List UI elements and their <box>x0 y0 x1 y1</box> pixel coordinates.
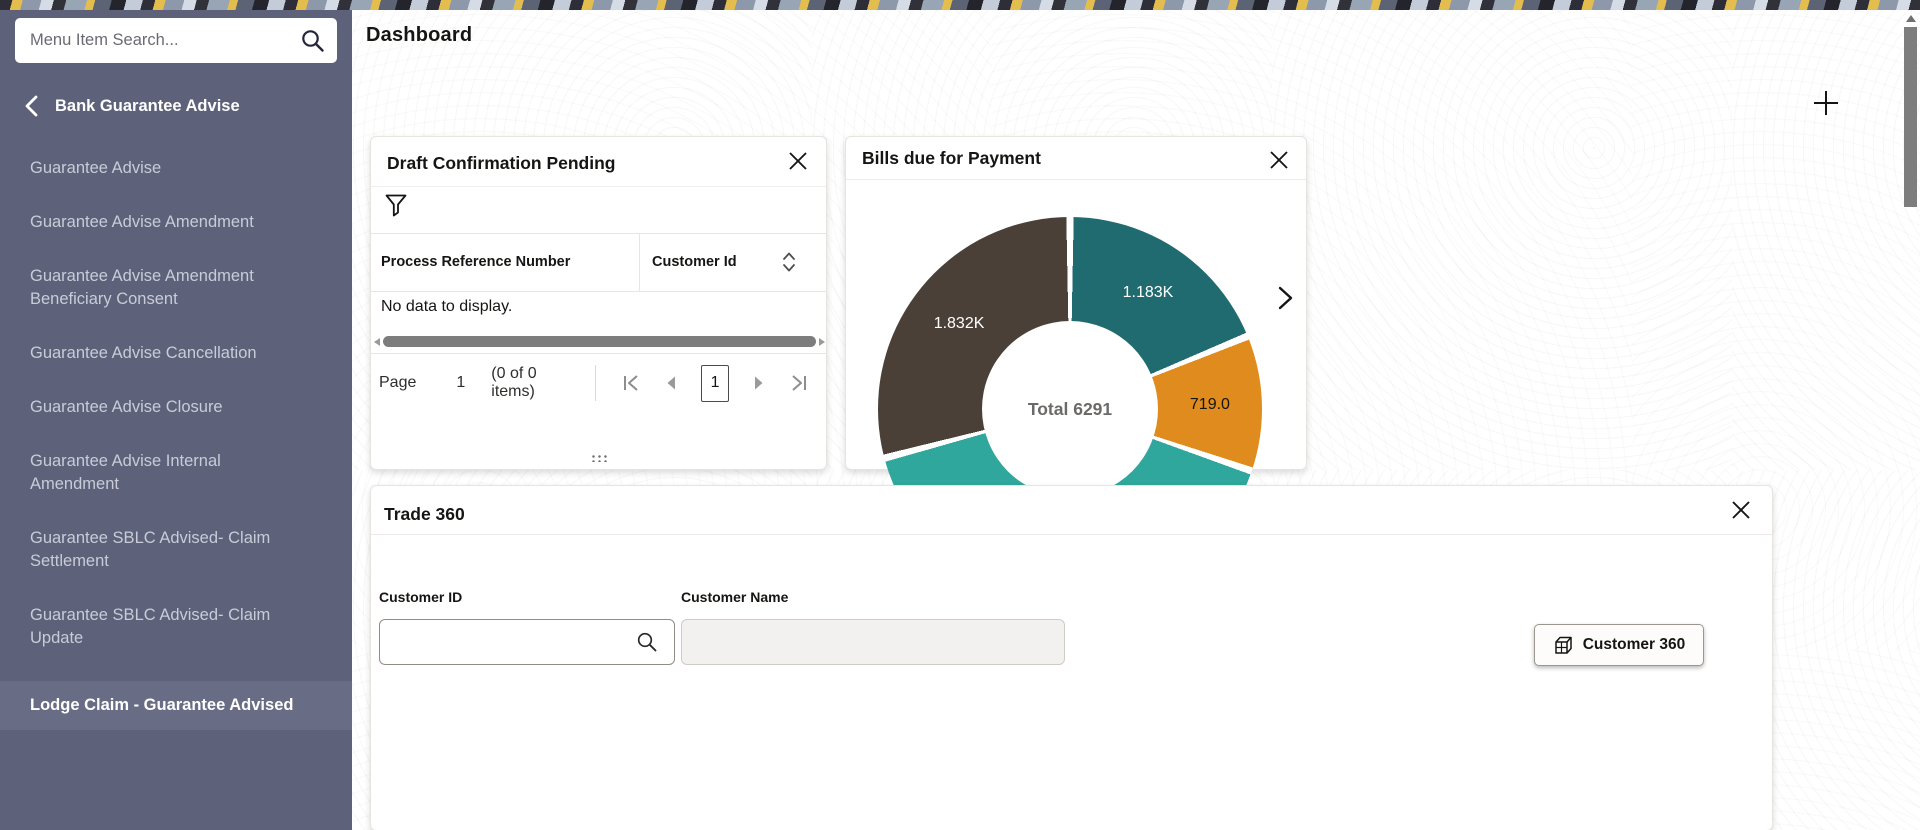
close-icon[interactable] <box>787 150 811 174</box>
first-page-icon[interactable] <box>621 372 643 394</box>
donut-center-label: Total 6291 <box>1027 398 1113 419</box>
sidebar-item-lodge-claim-guarantee-advised[interactable]: Lodge Claim - Guarantee Advised <box>0 681 352 730</box>
search-icon[interactable] <box>635 630 659 654</box>
donut-segment-label: 1.183K <box>1122 283 1174 301</box>
previous-page-icon[interactable] <box>661 372 683 394</box>
page-number: 1 <box>456 374 466 391</box>
menu-search-input[interactable] <box>15 18 337 63</box>
search-icon[interactable] <box>299 27 327 55</box>
widget-title: Draft Confirmation Pending <box>387 153 616 173</box>
divider <box>371 233 826 234</box>
close-icon[interactable] <box>1730 499 1754 523</box>
items-summary: (0 of 0 items) <box>491 365 537 400</box>
page-label: Page <box>379 374 417 391</box>
pagination: Page 1 (0 of 0 items) 1 <box>379 354 818 412</box>
divider <box>371 291 826 292</box>
current-page-box[interactable]: 1 <box>701 364 729 402</box>
divider <box>371 534 1772 535</box>
table-empty-message: No data to display. <box>381 298 513 315</box>
customer-360-button-label: Customer 360 <box>1582 636 1686 653</box>
donut-center: Total 6291 <box>982 321 1158 497</box>
sort-icon[interactable] <box>781 251 797 273</box>
widget-title: Bills due for Payment <box>862 148 1041 168</box>
add-widget-plus-icon[interactable] <box>1812 89 1840 117</box>
column-header-process-reference-number[interactable]: Process Reference Number <box>381 254 571 270</box>
divider <box>846 179 1306 180</box>
donut-segment-label: 719.0 <box>1189 395 1230 413</box>
horizontal-scrollbar-thumb[interactable] <box>383 336 816 347</box>
divider <box>595 365 597 401</box>
chevron-left-icon[interactable] <box>25 95 38 117</box>
scroll-up-icon[interactable] <box>1906 15 1916 22</box>
sidebar-item-guarantee-advise-closure[interactable]: Guarantee Advise Closure <box>30 398 223 416</box>
menu-search <box>15 18 337 63</box>
next-page-icon[interactable] <box>747 372 769 394</box>
theme-banner-image <box>0 0 1920 10</box>
donut-segment-label: 1.832K <box>933 314 985 332</box>
scroll-left-icon[interactable] <box>374 338 380 346</box>
page-title: Dashboard <box>366 24 473 46</box>
chevron-right-icon[interactable] <box>1272 285 1298 311</box>
widget-bills-due-for-payment: Bills due for Payment Total 6291 1.183K 7… <box>845 136 1307 601</box>
customer-360-button[interactable]: Customer 360 <box>1534 624 1704 666</box>
divider <box>371 186 826 187</box>
sidebar-item-guarantee-advise-amendment[interactable]: Guarantee Advise Amendment <box>30 213 254 231</box>
sidebar-menu: Guarantee Advise Guarantee Advise Amendm… <box>0 157 352 730</box>
cube-360-icon <box>1553 635 1573 655</box>
sidebar-item-guarantee-advise[interactable]: Guarantee Advise <box>30 159 162 177</box>
column-divider <box>639 233 640 291</box>
customer-name-input[interactable] <box>681 619 1065 665</box>
sidebar-item-guarantee-advise-internal-amendment[interactable]: Guarantee Advise Internal Amendment <box>30 452 221 493</box>
divider <box>371 353 826 354</box>
sidebar-item-guarantee-advise-cancellation[interactable]: Guarantee Advise Cancellation <box>30 344 257 362</box>
customer-name-label: Customer Name <box>681 589 789 605</box>
sidebar-item-guarantee-advise-amendment-beneficiary-consent[interactable]: Guarantee Advise Amendment Beneficiary C… <box>30 267 254 308</box>
widget-trade-360: Trade 360 Customer ID Customer Name <box>370 485 1773 830</box>
filter-funnel-icon[interactable] <box>384 192 408 218</box>
customer-id-label: Customer ID <box>379 589 463 605</box>
sidebar-item-guarantee-sblc-advised-claim-update[interactable]: Guarantee SBLC Advised- Claim Update <box>30 606 271 647</box>
widget-title: Trade 360 <box>384 504 465 524</box>
widget-draft-confirmation-pending: Draft Confirmation Pending Process Refer… <box>370 136 827 470</box>
last-page-icon[interactable] <box>787 372 809 394</box>
column-header-customer-id[interactable]: Customer Id <box>652 254 737 270</box>
sidebar-section-header[interactable]: Bank Guarantee Advise <box>25 95 352 117</box>
vertical-scrollbar <box>1903 10 1918 830</box>
sidebar: Bank Guarantee Advise Guarantee Advise G… <box>0 10 352 830</box>
scroll-right-icon[interactable] <box>819 338 825 346</box>
widget-resize-handle[interactable] <box>590 454 607 462</box>
customer-id-input[interactable] <box>379 619 675 665</box>
horizontal-scrollbar <box>371 335 828 349</box>
sidebar-item-guarantee-sblc-advised-claim-settlement[interactable]: Guarantee SBLC Advised- Claim Settlement <box>30 529 271 570</box>
close-icon[interactable] <box>1268 149 1292 173</box>
vertical-scrollbar-thumb[interactable] <box>1904 27 1917 207</box>
sidebar-section-label: Bank Guarantee Advise <box>55 96 240 115</box>
